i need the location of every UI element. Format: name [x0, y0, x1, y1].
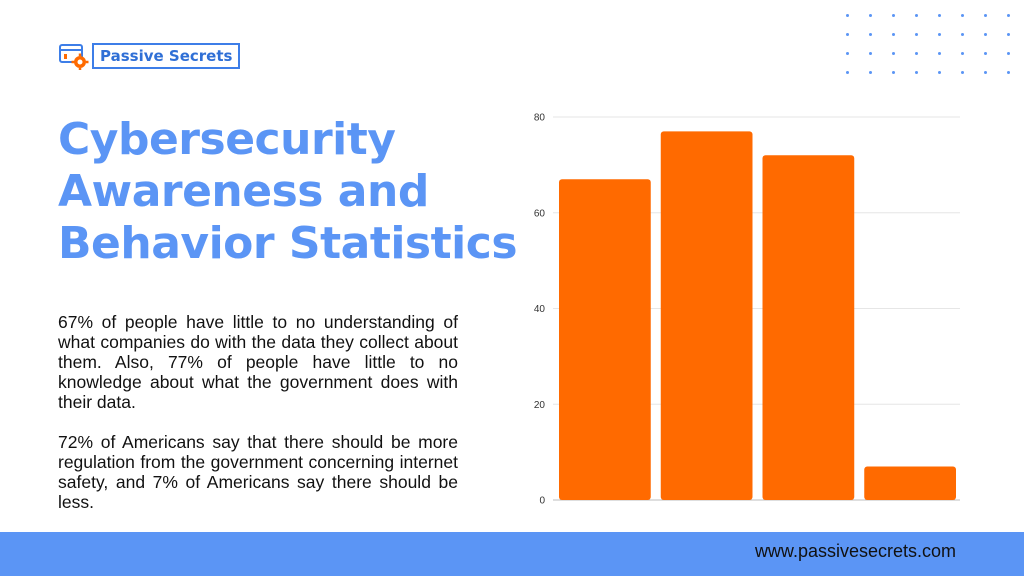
- brand-logo[interactable]: Passive Secrets: [58, 42, 241, 70]
- decorative-dot: [846, 14, 849, 17]
- decorative-dot-grid: [846, 14, 1016, 76]
- bar: [660, 131, 753, 501]
- decorative-dot: [938, 52, 941, 55]
- bar: [762, 155, 855, 501]
- decorative-dot: [892, 52, 895, 55]
- decorative-dot: [915, 71, 918, 74]
- decorative-dot: [892, 33, 895, 36]
- y-tick-label: 0: [539, 496, 545, 507]
- decorative-dot: [938, 33, 941, 36]
- decorative-dot: [869, 14, 872, 17]
- decorative-dot: [961, 14, 964, 17]
- decorative-dot: [984, 33, 987, 36]
- decorative-dot: [938, 14, 941, 17]
- title-line-3: Behavior Statistics: [58, 218, 518, 269]
- decorative-dot: [892, 14, 895, 17]
- decorative-dot: [1007, 52, 1010, 55]
- decorative-dot: [869, 71, 872, 74]
- decorative-dot: [915, 33, 918, 36]
- bar: [559, 179, 651, 501]
- decorative-dot: [846, 52, 849, 55]
- statistics-description: 67% of people have little to no understa…: [58, 312, 458, 512]
- y-tick-label: 40: [534, 304, 546, 315]
- y-tick-label: 60: [534, 208, 546, 219]
- decorative-dot: [915, 52, 918, 55]
- title-line-1: Cybersecurity: [58, 114, 396, 165]
- y-tick-label: 80: [534, 113, 546, 124]
- footer-website-link[interactable]: www.passivesecrets.com: [754, 541, 956, 561]
- decorative-dot: [984, 14, 987, 17]
- decorative-dot: [984, 52, 987, 55]
- footer-bar: www.passivesecrets.com: [0, 532, 1024, 576]
- decorative-dot: [846, 33, 849, 36]
- brand-name: Passive Secrets: [92, 43, 241, 69]
- decorative-dot: [1007, 14, 1010, 17]
- decorative-dot: [869, 33, 872, 36]
- decorative-dot: [961, 71, 964, 74]
- decorative-dot: [961, 33, 964, 36]
- decorative-dot: [1007, 71, 1010, 74]
- bar-chart-svg: 0 20 40 60 80: [534, 113, 960, 507]
- decorative-dot: [846, 71, 849, 74]
- paragraph-data-understanding: 67% of people have little to no understa…: [58, 312, 458, 412]
- decorative-dot: [1007, 33, 1010, 36]
- browser-gear-icon: [58, 42, 90, 70]
- title-line-2: Awareness and: [58, 166, 429, 217]
- bar-chart: 0 20 40 60 80: [520, 100, 970, 520]
- decorative-dot: [892, 71, 895, 74]
- paragraph-regulation-opinion: 72% of Americans say that there should b…: [58, 432, 458, 512]
- decorative-dot: [869, 52, 872, 55]
- y-tick-label: 20: [534, 400, 546, 411]
- decorative-dot: [961, 52, 964, 55]
- decorative-dot: [984, 71, 987, 74]
- page-title: Cybersecurity Awareness and Behavior Sta…: [58, 114, 538, 270]
- bar: [864, 466, 956, 500]
- decorative-dot: [938, 71, 941, 74]
- decorative-dot: [915, 14, 918, 17]
